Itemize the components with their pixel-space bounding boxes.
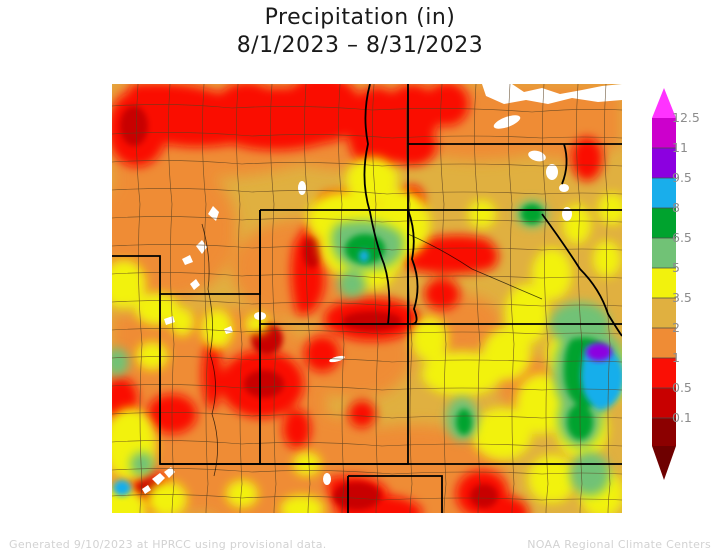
- colorbar-tick-2: 2: [672, 320, 680, 335]
- footer-attribution: NOAA Regional Climate Centers: [527, 538, 711, 551]
- footer-generated-note: Generated 9/10/2023 at HPRCC using provi…: [9, 538, 327, 551]
- colorbar-tick-3_5: 3.5: [672, 290, 692, 305]
- colorbar-gradient: [652, 88, 676, 480]
- colorbar-arrow-top: [652, 88, 676, 118]
- colorbar-tick-8: 8: [672, 200, 680, 215]
- colorbar-tick-5: 5: [672, 260, 680, 275]
- page-title: Precipitation (in) 8/1/2023 – 8/31/2023: [0, 4, 720, 60]
- colorbar-tick-0_1: 0.1: [672, 410, 692, 425]
- precipitation-map[interactable]: [112, 84, 622, 513]
- title-date-range: 8/1/2023 – 8/31/2023: [236, 33, 484, 58]
- colorbar-arrow-bottom: [652, 446, 676, 480]
- colorbar-tick-6_5: 6.5: [672, 230, 692, 245]
- colorbar-tick-1: 1: [672, 350, 680, 365]
- colorbar-tick-0_5: 0.5: [672, 380, 692, 395]
- state-boundaries: [112, 84, 622, 513]
- colorbar-tick-9_5: 9.5: [672, 170, 692, 185]
- map-raster: [112, 84, 622, 513]
- colorbar-tick-11: 11: [672, 140, 688, 155]
- colorbar-legend[interactable]: 12.5 11 9.5 8 6.5 5 3.5 2 1 0.5 0.1: [648, 84, 720, 484]
- colorbar-tick-12_5: 12.5: [672, 110, 700, 125]
- title-variable: Precipitation (in): [264, 5, 456, 30]
